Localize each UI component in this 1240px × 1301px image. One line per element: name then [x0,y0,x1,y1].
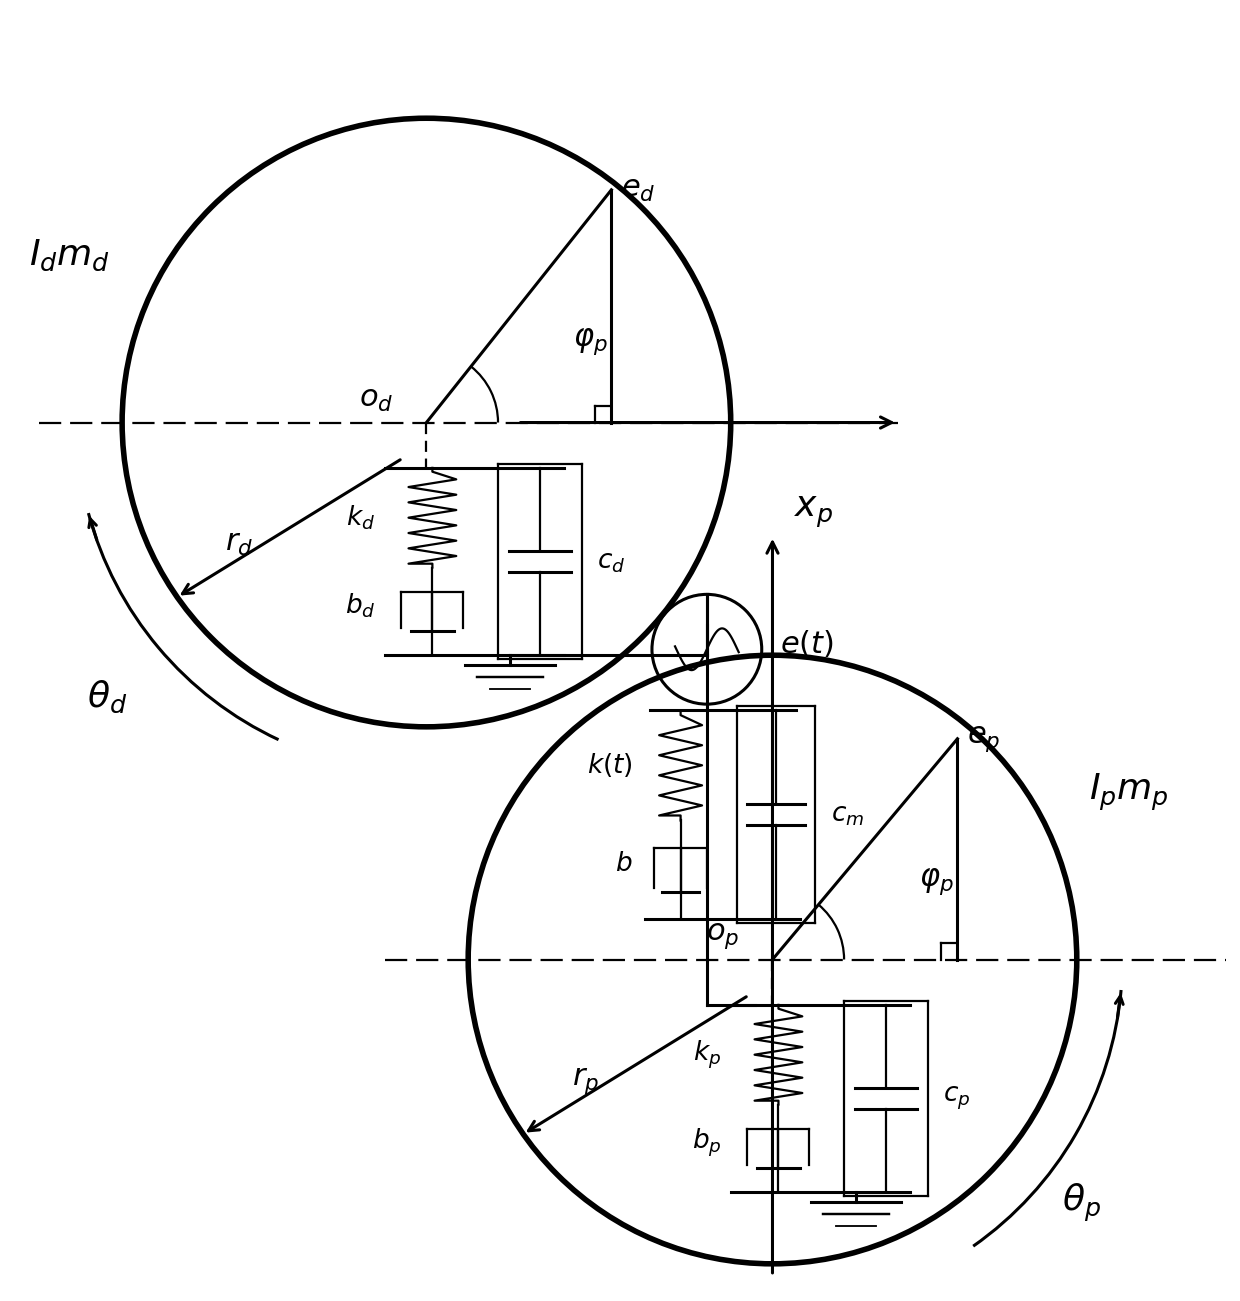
Text: $b_p$: $b_p$ [692,1127,722,1159]
Text: $e(t)$: $e(t)$ [780,628,833,658]
Text: $e_p$: $e_p$ [967,723,1001,753]
Text: $c_d$: $c_d$ [598,549,625,575]
Text: $c_p$: $c_p$ [944,1085,971,1112]
Text: $I_d m_d$: $I_d m_d$ [30,238,110,273]
Text: $o_d$: $o_d$ [358,385,393,414]
Text: $I_p m_p$: $I_p m_p$ [1089,771,1168,813]
Text: $b$: $b$ [615,851,632,877]
Text: $o_p$: $o_p$ [706,921,739,951]
Text: $\varphi_p$: $\varphi_p$ [573,327,608,356]
Text: $r_p$: $r_p$ [572,1066,599,1095]
Text: $k_d$: $k_d$ [346,503,376,532]
Text: $c_m$: $c_m$ [831,801,864,827]
Text: $r_d$: $r_d$ [224,530,253,558]
Text: $\theta_p$: $\theta_p$ [1061,1181,1101,1224]
Text: $x_p$: $x_p$ [794,494,833,530]
Text: $b_d$: $b_d$ [345,591,376,619]
Text: $e_d$: $e_d$ [621,176,656,204]
Text: $k_p$: $k_p$ [693,1038,722,1071]
Text: $\varphi_p$: $\varphi_p$ [919,866,954,898]
Text: $k(t)$: $k(t)$ [587,751,632,779]
Text: $\theta_d$: $\theta_d$ [87,678,126,714]
